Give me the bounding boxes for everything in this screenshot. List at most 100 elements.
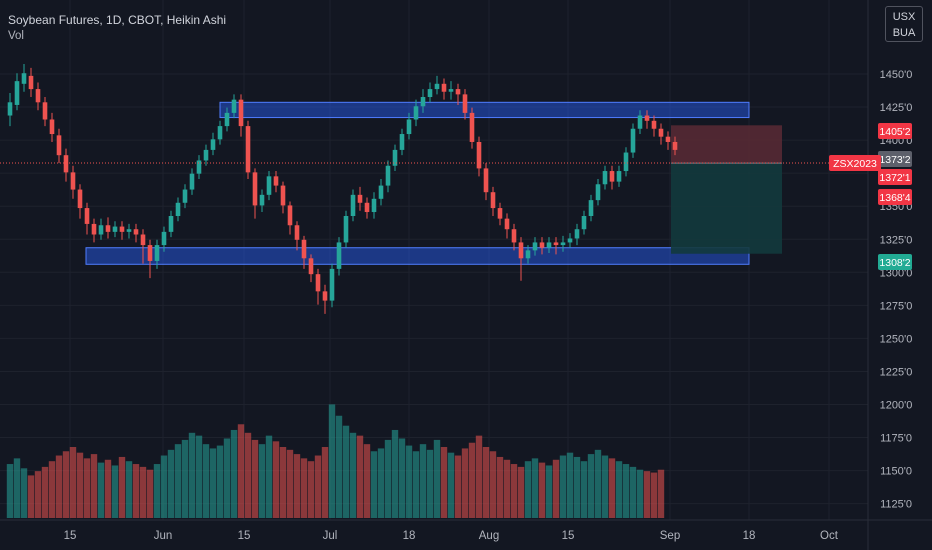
candle-body [378, 185, 384, 199]
price-label-box [878, 169, 912, 185]
candle-body [469, 112, 475, 142]
candle-body [112, 226, 118, 232]
candle-body [532, 242, 538, 251]
candle-body [231, 99, 237, 113]
time-tick-label: 15 [238, 530, 251, 542]
volume-bar [111, 465, 119, 518]
volume-bar [27, 475, 35, 518]
volume-bar [139, 466, 147, 518]
volume-bar [125, 461, 133, 518]
short-position-tool[interactable] [671, 125, 782, 254]
candle-body [273, 176, 279, 186]
candle-body [581, 215, 587, 230]
volume-bar [300, 458, 308, 518]
candle-body [91, 223, 97, 235]
candle-body [168, 215, 174, 232]
volume-bar [188, 432, 196, 518]
volume-bar [293, 454, 301, 518]
candle-body [147, 245, 153, 261]
price-tick-label: 1175'0 [880, 433, 912, 445]
candle-body [441, 83, 447, 92]
price-tick-label: 1200'0 [880, 400, 913, 412]
candle-body [161, 231, 167, 246]
volume-bar [69, 447, 77, 518]
candle-body [154, 245, 160, 261]
candle-body [637, 115, 643, 129]
candle-body [399, 134, 405, 150]
support-resistance-zones[interactable] [85, 101, 750, 265]
candle-body [518, 242, 524, 259]
volume-bar [650, 472, 658, 518]
volume-bar [153, 464, 161, 518]
volume-bar [132, 464, 140, 518]
candle-body [371, 198, 377, 213]
candle-body [336, 242, 342, 269]
volume-bar [20, 468, 28, 518]
volume-bar [636, 469, 644, 518]
candle-body [546, 242, 552, 248]
price-tick-label: 1300'0 [880, 267, 913, 279]
candle-body [189, 173, 195, 190]
volume-bar [118, 456, 126, 518]
candle-body [266, 176, 272, 195]
volume-bar [545, 465, 553, 518]
candle-body [252, 172, 258, 206]
price-label-text: 1373'2 [879, 154, 910, 166]
volume-bar [384, 439, 392, 518]
candle-body [224, 112, 230, 127]
volume-bar [489, 451, 497, 518]
volume-bar [496, 456, 504, 518]
time-axis[interactable]: 15 Jun 15 Jul 18 Aug 15 Sep 18 Oct [64, 530, 839, 542]
candle-body [140, 234, 146, 246]
currency-unit-button[interactable]: USX BUA [885, 6, 923, 42]
candle-body [630, 128, 636, 153]
volume-bar [601, 455, 609, 518]
candle-body [504, 218, 510, 230]
volume-bar [349, 432, 357, 518]
volume-bar [83, 458, 91, 518]
time-tick-label: Sep [660, 530, 680, 542]
volume-bar [181, 439, 189, 518]
currency-line-1: USX [892, 11, 916, 23]
time-tick-label: Jul [323, 530, 338, 542]
volume-bar [412, 451, 420, 518]
price-tick-label: 1125'0 [880, 499, 912, 511]
volume-bar [363, 444, 371, 518]
candle-body [294, 225, 300, 240]
volume-bar [90, 454, 98, 518]
volume-bar [342, 425, 350, 518]
candle-body [175, 202, 181, 216]
candle-body [21, 73, 27, 84]
candle-body [364, 202, 370, 213]
volume-bar [629, 466, 637, 518]
candle-body [329, 268, 335, 301]
volume-bar [160, 455, 168, 518]
volume-bar [440, 447, 448, 518]
volume-bar [97, 462, 105, 518]
take-profit-zone [671, 163, 782, 254]
volume-bar [230, 429, 238, 518]
volume-bar [531, 458, 539, 518]
candle-body [672, 141, 678, 150]
volume-bar [13, 458, 21, 518]
volume-bar [657, 469, 665, 518]
volume-bar [622, 464, 630, 518]
volume-bar [244, 432, 252, 518]
volume-bar [608, 458, 616, 518]
volume-bar [251, 439, 259, 518]
volume-bar [398, 438, 406, 518]
candle-body [217, 126, 223, 140]
volume-bar [272, 441, 280, 518]
price-tick-label: 1425'0 [880, 102, 913, 114]
candle-body [497, 208, 503, 219]
candle-body [49, 119, 55, 135]
volume-bar [237, 424, 245, 518]
volume-bar [426, 449, 434, 518]
volume-bar [279, 447, 287, 518]
zone-support [85, 247, 750, 265]
price-labels: 1405'2 1373'2 1372'1 1368'4 1308'2 ZSX2023 [829, 123, 912, 270]
candle-body [56, 135, 62, 156]
candle-body [616, 171, 622, 182]
candle-body [126, 229, 132, 232]
